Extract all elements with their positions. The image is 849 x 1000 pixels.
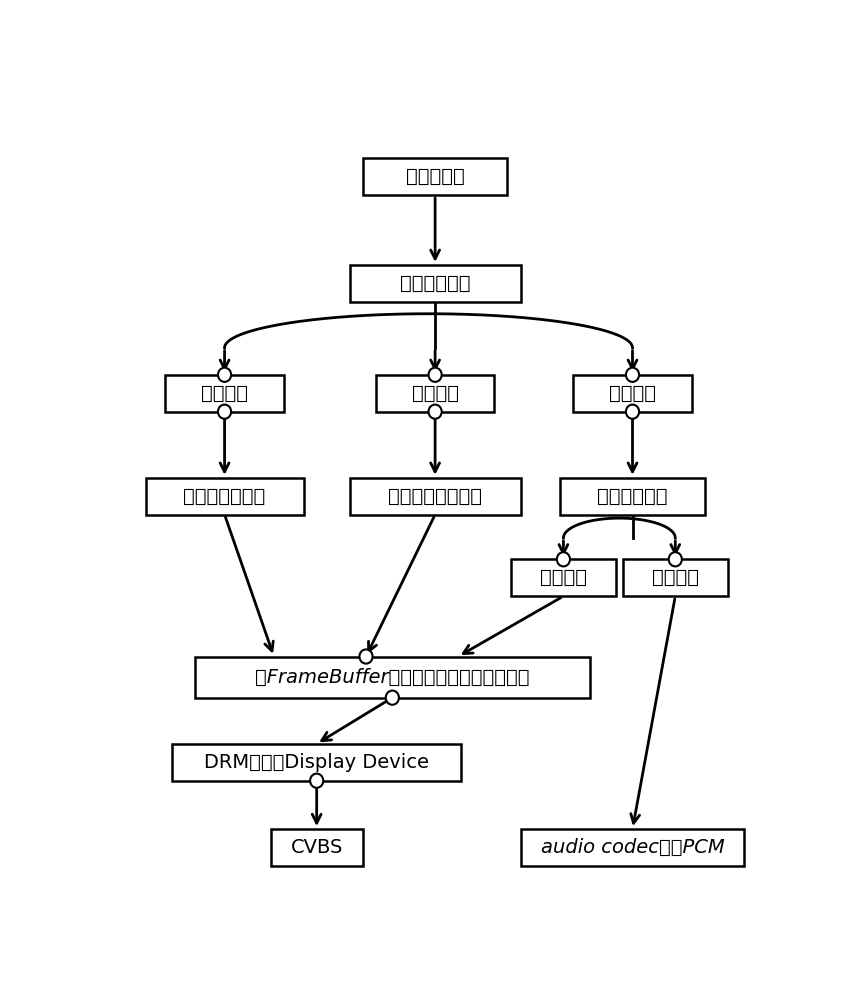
- FancyBboxPatch shape: [350, 478, 520, 515]
- FancyBboxPatch shape: [171, 744, 462, 781]
- Circle shape: [310, 774, 323, 788]
- Circle shape: [557, 552, 570, 566]
- Text: 预警级别分类: 预警级别分类: [597, 487, 668, 506]
- Text: DRM输出到Display Device: DRM输出到Display Device: [204, 753, 430, 772]
- Circle shape: [429, 368, 441, 382]
- Text: audio codec输出PCM: audio codec输出PCM: [541, 838, 724, 857]
- Text: 对应声音: 对应声音: [652, 568, 699, 587]
- FancyBboxPatch shape: [271, 829, 363, 866]
- Circle shape: [626, 405, 639, 419]
- FancyBboxPatch shape: [363, 158, 508, 195]
- Text: 目标检测框中心点: 目标检测框中心点: [388, 487, 482, 506]
- Text: 对应颜色: 对应颜色: [540, 568, 587, 587]
- Circle shape: [218, 405, 231, 419]
- Text: 目标检测模块: 目标检测模块: [400, 274, 470, 293]
- Circle shape: [429, 405, 441, 419]
- FancyBboxPatch shape: [511, 559, 616, 596]
- FancyBboxPatch shape: [166, 375, 284, 412]
- FancyBboxPatch shape: [350, 265, 520, 302]
- Circle shape: [626, 368, 639, 382]
- Text: 目标大小: 目标大小: [201, 384, 248, 403]
- Circle shape: [218, 368, 231, 382]
- FancyBboxPatch shape: [622, 559, 728, 596]
- FancyBboxPatch shape: [146, 478, 304, 515]
- Text: 目标深度: 目标深度: [609, 384, 656, 403]
- Circle shape: [385, 691, 399, 705]
- FancyBboxPatch shape: [520, 829, 745, 866]
- Text: 目标位置: 目标位置: [412, 384, 458, 403]
- FancyBboxPatch shape: [195, 657, 590, 698]
- Text: 目标检测框宽高: 目标检测框宽高: [183, 487, 266, 506]
- Text: 热成像数据: 热成像数据: [406, 167, 464, 186]
- FancyBboxPatch shape: [573, 375, 692, 412]
- FancyBboxPatch shape: [376, 375, 494, 412]
- Text: CVBS: CVBS: [290, 838, 343, 857]
- Text: 在FrameBuffer上画出相对应的目标检测框: 在FrameBuffer上画出相对应的目标检测框: [255, 668, 530, 687]
- Circle shape: [669, 552, 682, 566]
- FancyBboxPatch shape: [560, 478, 705, 515]
- Circle shape: [359, 649, 373, 664]
